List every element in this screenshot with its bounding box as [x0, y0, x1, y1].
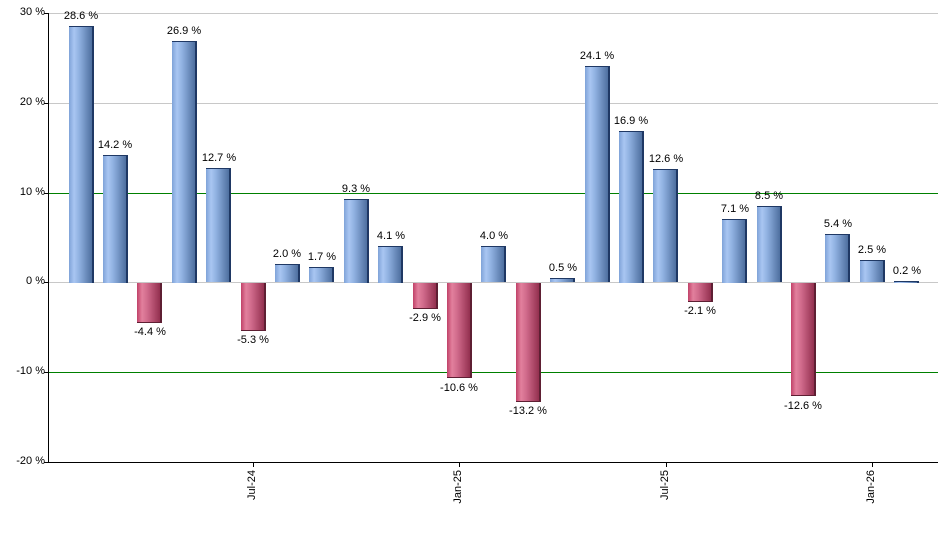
bar [757, 206, 782, 282]
y-tick-mark [44, 372, 48, 373]
bar-value-label: -5.3 % [237, 334, 269, 346]
bar [860, 260, 885, 282]
bar [103, 155, 128, 283]
y-tick-label-10: 10 % [19, 186, 45, 198]
bar [172, 41, 197, 283]
bar [585, 66, 610, 282]
bar-value-label: 4.1 % [376, 230, 406, 242]
bar-value-label: 14.2 % [97, 139, 133, 151]
bar [550, 278, 575, 282]
gridline-10 [48, 193, 938, 194]
bar [344, 199, 369, 283]
bar-value-label: 16.9 % [613, 115, 649, 127]
x-tick-mark [253, 462, 254, 467]
bar-value-label: 26.9 % [166, 25, 202, 37]
y-tick-label-30: 30 % [19, 6, 45, 18]
gridline-20 [48, 103, 938, 104]
bar-value-label: 5.4 % [823, 218, 853, 230]
gridline--20 [48, 462, 938, 463]
bar [309, 267, 334, 282]
bar [688, 283, 713, 302]
y-tick-label-0: 0 % [26, 275, 45, 287]
bar-value-label: 24.1 % [579, 50, 615, 62]
bar [275, 264, 300, 282]
bar [894, 281, 919, 283]
bar-value-label: -13.2 % [509, 405, 547, 417]
bar [516, 283, 541, 402]
bar-value-label: 1.7 % [307, 251, 337, 263]
gridline-30 [48, 13, 938, 14]
bar [653, 169, 678, 282]
bar [413, 283, 438, 309]
bar-value-label: 9.3 % [341, 183, 371, 195]
bar-value-label: -4.4 % [134, 326, 166, 338]
bar [69, 26, 94, 283]
bar-value-label: -10.6 % [440, 382, 478, 394]
bar-value-label: 8.5 % [754, 190, 784, 202]
x-tick-mark [666, 462, 667, 467]
bar [447, 283, 472, 378]
gridline--10 [48, 372, 938, 373]
bar [619, 131, 644, 283]
y-tick-label--20: -20 % [16, 455, 45, 467]
y-axis-line [48, 13, 49, 462]
bar-value-label: 2.5 % [857, 244, 887, 256]
bar-value-label: -2.1 % [684, 305, 716, 317]
x-tick-label-jul-24: Jul-24 [246, 470, 258, 500]
bar [137, 283, 162, 323]
y-tick-mark [44, 282, 48, 283]
y-tick-mark [44, 462, 48, 463]
bar [206, 168, 231, 282]
y-tick-mark [44, 103, 48, 104]
y-tick-mark [44, 13, 48, 14]
bar-value-label: 0.5 % [548, 262, 578, 274]
x-tick-mark [872, 462, 873, 467]
bar-value-label: -2.9 % [409, 312, 441, 324]
bar-value-label: 2.0 % [272, 248, 302, 260]
bar-value-label: -12.6 % [784, 400, 822, 412]
y-tick-mark [44, 193, 48, 194]
bar [825, 234, 850, 282]
x-tick-label-jan-25: Jan-25 [452, 470, 464, 504]
bar-value-label: 28.6 % [63, 10, 99, 22]
x-tick-label-jan-26: Jan-26 [865, 470, 877, 504]
bar-value-label: 12.6 % [648, 153, 684, 165]
bar [722, 219, 747, 283]
bar-value-label: 7.1 % [720, 203, 750, 215]
x-tick-label-jul-25: Jul-25 [659, 470, 671, 500]
bar-value-label: 4.0 % [479, 230, 509, 242]
bar-value-label: 12.7 % [201, 152, 237, 164]
y-tick-label-20: 20 % [19, 96, 45, 108]
x-tick-mark [459, 462, 460, 467]
y-tick-label--10: -10 % [16, 365, 45, 377]
bar [241, 283, 266, 331]
bar-value-label: 0.2 % [892, 265, 922, 277]
bar [791, 283, 816, 396]
bar [481, 246, 506, 282]
bar [378, 246, 403, 283]
gridline-0 [48, 282, 938, 283]
